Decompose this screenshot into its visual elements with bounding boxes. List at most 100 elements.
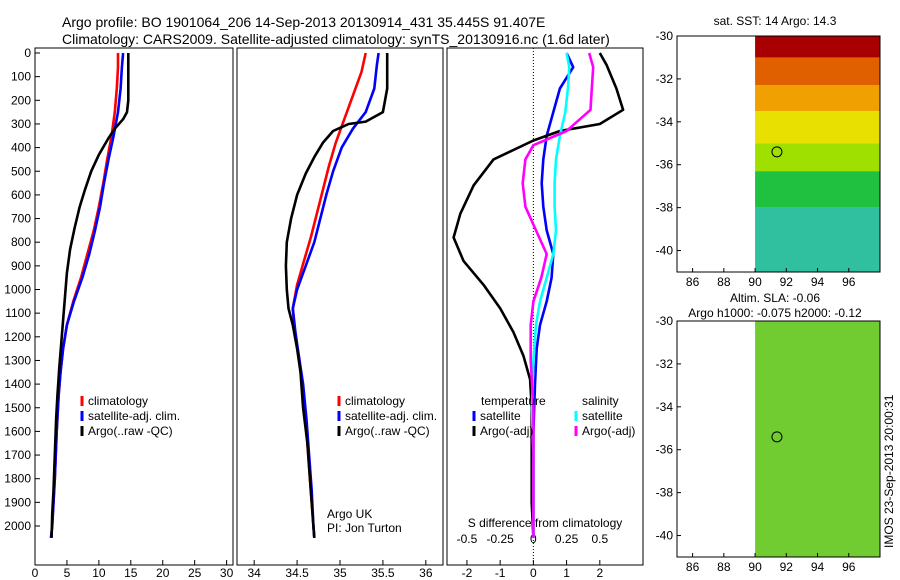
sst-map-data-band (755, 207, 880, 272)
temperature-xlabel: temperature (deg C) (80, 578, 188, 580)
salinity-axes (236, 47, 444, 566)
sla-map-y-tick-label: -32 (656, 357, 674, 371)
salinity-legend-entry: Argo(..raw -QC) (345, 424, 430, 438)
difference-series-line (530, 52, 571, 538)
figure-title-line2: Climatology: CARS2009. Satellite-adjuste… (62, 31, 610, 47)
difference-t-x-tick-label: 0 (530, 566, 537, 580)
sla-map-subtitle: Argo h1000: -0.075 h2000: -0.12 (688, 306, 862, 320)
sst-map-title: sat. SST: 14 Argo: 14.3 (714, 14, 837, 28)
depth-tick-label: 1800 (4, 472, 31, 486)
sla-map-profile-marker (771, 431, 783, 443)
difference-s-tick-label: 0.5 (591, 532, 608, 546)
temperature-x-tick-label: 25 (188, 566, 202, 580)
salinity-x-tick-label: 35 (333, 566, 347, 580)
salinity-annotation: PI: Jon Turton (327, 521, 402, 535)
sst-map-y-tick-label: -32 (656, 72, 674, 86)
sla-map-x-tick-label: 88 (717, 560, 731, 574)
difference-legend-t-entry: satellite (480, 409, 521, 423)
sla-map-border (676, 320, 881, 558)
sla-map-y-tick-label: -36 (656, 443, 674, 457)
temperature-series-line (49, 53, 120, 538)
figure-title-line1: Argo profile: BO 1901064_206 14-Sep-2013… (62, 14, 546, 30)
salinity-annotation: Argo UK (327, 507, 372, 521)
sst-map-data-band (755, 111, 880, 144)
sst-map-x-tick-label: 88 (717, 275, 731, 289)
depth-tick-label: 200 (11, 93, 31, 107)
depth-tick-label: 700 (11, 212, 31, 226)
sst-map-profile-marker (771, 146, 783, 158)
temperature-legend-entry: satellite-adj. clim. (88, 409, 180, 423)
difference-legend-title: temperature (481, 394, 546, 408)
sla-map-x-tick-label: 86 (686, 560, 700, 574)
depth-tick-label: 300 (11, 117, 31, 131)
depth-tick-label: 1500 (4, 401, 31, 415)
sst-map-x-tick-label: 92 (780, 275, 794, 289)
depth-tick-label: 900 (11, 259, 31, 273)
salinity-x-tick-label: 35.5 (371, 566, 395, 580)
difference-xlabel: T difference from climatology (468, 578, 622, 580)
temperature-x-tick-label: 0 (32, 566, 39, 580)
depth-tick-label: 1100 (5, 306, 31, 320)
salinity-series-line (291, 52, 380, 538)
difference-series-line (452, 52, 625, 538)
sla-map-x-tick-label: 92 (780, 560, 794, 574)
temperature-x-tick-label: 20 (156, 566, 170, 580)
sst-map-data-band (755, 171, 880, 208)
sst-map-y-tick-label: -34 (656, 115, 674, 129)
sla-map-y-tick-label: -40 (656, 529, 674, 543)
sst-map-x-tick-label: 96 (842, 275, 856, 289)
depth-tick-label: 1700 (4, 448, 31, 462)
sla-map-data-band (755, 321, 880, 557)
difference-legend-title: salinity (582, 394, 619, 408)
difference-s-tick-label: -0.5 (457, 532, 478, 546)
depth-tick-label: 400 (11, 141, 31, 155)
difference-t-x-tick-label: -2 (462, 566, 473, 580)
salinity-series-line (284, 53, 389, 538)
temperature-x-tick-label: 10 (92, 566, 106, 580)
salinity-x-tick-label: 34.5 (285, 566, 309, 580)
depth-tick-label: 1000 (4, 283, 31, 297)
sla-map-title: Altim. SLA: -0.06 (730, 291, 820, 305)
difference-t-x-tick-label: 2 (596, 566, 603, 580)
salinity-legend-entry: satellite-adj. clim. (345, 409, 437, 423)
difference-t-x-tick-label: -1 (495, 566, 506, 580)
sst-map-x-tick-label: 94 (811, 275, 825, 289)
difference-s-tick-label: -0.25 (486, 532, 514, 546)
difference-s-tick-label: 0.25 (555, 532, 579, 546)
temperature-legend-entry: Argo(..raw -QC) (88, 424, 173, 438)
difference-legend-s-entry: Argo(-adj) (582, 424, 635, 438)
salinity-legend-entry: climatology (345, 394, 405, 408)
depth-tick-label: 1900 (4, 495, 31, 509)
salinity-x-tick-label: 36 (419, 566, 433, 580)
salinity-xlabel: salinity (322, 578, 359, 580)
depth-tick-label: 500 (11, 164, 31, 178)
depth-tick-label: 1400 (4, 377, 31, 391)
salinity-x-tick-label: 34 (247, 566, 261, 580)
sst-map-x-tick-label: 86 (686, 275, 700, 289)
sst-map-y-tick-label: -36 (656, 158, 674, 172)
difference-s-xlabel: S difference from climatology (468, 516, 623, 530)
sla-map-y-tick-label: -34 (656, 400, 674, 414)
sst-map-data-band (755, 36, 880, 58)
temperature-legend-entry: climatology (88, 394, 148, 408)
depth-tick-label: 0 (24, 46, 31, 60)
sst-map-data-band (755, 57, 880, 86)
sla-map-x-tick-label: 90 (748, 560, 762, 574)
sla-map-x-tick-label: 94 (811, 560, 825, 574)
depth-tick-label: 1300 (4, 353, 31, 367)
depth-tick-label: 1600 (4, 424, 31, 438)
temperature-series-line (50, 53, 130, 538)
difference-s-tick-label: 0 (530, 532, 537, 546)
sst-map-y-tick-label: -40 (656, 244, 674, 258)
temperature-x-tick-label: 30 (220, 566, 234, 580)
depth-tick-label: 600 (11, 188, 31, 202)
difference-series-line (521, 52, 595, 538)
depth-tick-label: 100 (11, 70, 31, 84)
sst-map-border (676, 35, 881, 273)
depth-tick-label: 800 (11, 235, 31, 249)
depth-tick-label: 2000 (4, 519, 31, 533)
temperature-x-tick-label: 15 (124, 566, 138, 580)
difference-t-x-tick-label: 1 (563, 566, 570, 580)
sst-map-y-tick-label: -30 (656, 29, 674, 43)
